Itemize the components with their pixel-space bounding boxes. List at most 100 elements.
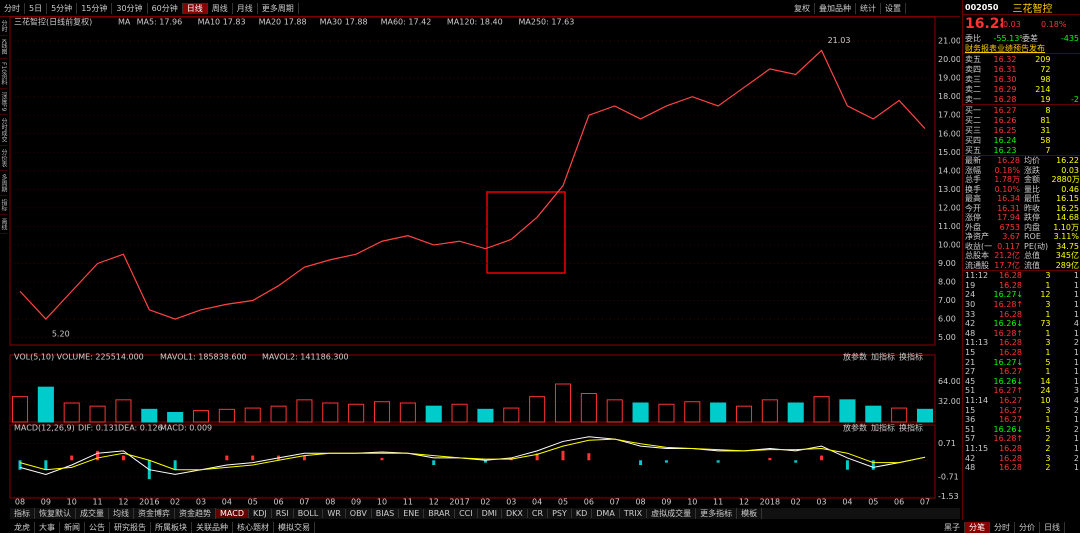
- indicator-tab[interactable]: KDJ: [249, 509, 272, 518]
- period-tab[interactable]: 5日: [25, 2, 48, 14]
- period-tab[interactable]: 5分钟: [47, 2, 78, 14]
- cell: 1.10万: [1053, 222, 1079, 232]
- side-tab[interactable]: 画线: [0, 215, 7, 235]
- side-tab[interactable]: 深度F9: [0, 89, 7, 116]
- indicator-tab[interactable]: MACD: [216, 509, 249, 518]
- period-tab[interactable]: 15分钟: [77, 2, 113, 14]
- status-tab[interactable]: 分价: [1015, 521, 1040, 533]
- period-tab[interactable]: 分时: [0, 2, 25, 14]
- row: 今开 16.31 昨收 16.25: [963, 204, 1080, 214]
- x-tick-label: 06: [273, 498, 283, 507]
- indicator-tab[interactable]: CR: [528, 509, 549, 518]
- side-tab[interactable]: 指标: [0, 196, 7, 216]
- row: 买五 16.23 7: [963, 145, 1080, 156]
- side-tab[interactable]: 多周期: [0, 171, 7, 197]
- indicator-tab[interactable]: 模板: [737, 508, 763, 519]
- period-tab[interactable]: 月线: [233, 2, 258, 14]
- indicator-tab[interactable]: ENE: [399, 509, 425, 518]
- panel-button[interactable]: 换指标: [899, 423, 923, 433]
- status-tab[interactable]: 关联品种: [192, 521, 233, 533]
- indicator-tab[interactable]: OBV: [346, 509, 372, 518]
- cell: 24: [965, 290, 976, 300]
- legend-item: MA250: 17.63: [519, 18, 575, 27]
- cell: 21: [965, 357, 976, 367]
- cell: 16.24: [993, 135, 1017, 145]
- panel-button[interactable]: 换指标: [899, 352, 923, 362]
- status-tab[interactable]: 龙虎: [10, 521, 35, 533]
- indicator-tab[interactable]: DMI: [478, 509, 503, 518]
- side-tab[interactable]: K线图: [0, 36, 7, 59]
- chart: 三花智控(日线前复权) MA MA5: 17.96 MA10 17.83 MA20 17…: [9, 16, 960, 507]
- status-tab[interactable]: 大事: [35, 521, 60, 533]
- indicator-tab[interactable]: DMA: [592, 509, 620, 518]
- status-tab[interactable]: 日线: [1040, 521, 1065, 533]
- period-tab[interactable]: 更多周期: [258, 2, 299, 14]
- indicator-tab[interactable]: WR: [323, 509, 346, 518]
- x-tick-label: 12: [429, 498, 439, 507]
- period-tab[interactable]: 30分钟: [112, 2, 148, 14]
- dea-label: DEA: 0.126: [118, 424, 163, 433]
- row: 15 16.27 3 2: [963, 405, 1080, 415]
- indicator-tab[interactable]: BRAR: [424, 509, 456, 518]
- cell: 16.28: [999, 443, 1022, 453]
- status-tab[interactable]: 公告: [85, 521, 110, 533]
- indicator-tab[interactable]: 资金趋势: [175, 508, 216, 519]
- panel-button[interactable]: 放参数: [843, 352, 867, 362]
- cell: 30: [965, 300, 976, 310]
- tool-button[interactable]: 叠加品种: [815, 2, 856, 14]
- indicator-tab[interactable]: 均线: [109, 508, 134, 519]
- panel-button[interactable]: 加指标: [871, 423, 895, 433]
- x-tick-label: 11: [92, 498, 102, 507]
- status-tab[interactable]: 黑子: [940, 521, 965, 533]
- indicator-tab[interactable]: BIAS: [372, 509, 400, 518]
- status-tab[interactable]: 分笔: [965, 521, 990, 533]
- indicator-tab[interactable]: 虚拟成交量: [647, 508, 697, 519]
- panel-button[interactable]: 放参数: [843, 423, 867, 433]
- y-tick-label: 21.00: [938, 37, 960, 46]
- tool-button[interactable]: 统计: [856, 2, 881, 14]
- period-tab[interactable]: 周线: [208, 2, 233, 14]
- indicator-tab[interactable]: 资金博弈: [134, 508, 175, 519]
- indicator-tab[interactable]: RSI: [272, 509, 294, 518]
- cell: 19: [965, 280, 976, 290]
- status-tab[interactable]: 新闻: [60, 521, 85, 533]
- row: 买三 16.25 31: [963, 125, 1080, 135]
- cell: 16.27: [999, 367, 1022, 377]
- indicator-tab[interactable]: PSY: [548, 509, 572, 518]
- cell: 1: [1073, 357, 1079, 367]
- status-tab[interactable]: 模拟交易: [274, 521, 315, 533]
- volume-bar: [296, 399, 313, 423]
- cell: 16.27↓: [993, 357, 1023, 367]
- side-tab[interactable]: 分价表: [0, 146, 7, 172]
- row: 30 16.28↑ 3 1: [963, 300, 1080, 310]
- x-tick-label: 12: [118, 498, 128, 507]
- panel-button[interactable]: 加指标: [871, 352, 895, 362]
- indicator-tab[interactable]: KD: [572, 509, 593, 518]
- indicator-tab[interactable]: TRIX: [620, 509, 648, 518]
- cell: 11:13: [965, 338, 989, 348]
- indicator-tab[interactable]: CCI: [455, 509, 478, 518]
- cell: 16.28: [999, 280, 1022, 290]
- indicator-tab[interactable]: BOLL: [294, 509, 324, 518]
- indicator-tab[interactable]: 恢复默认: [35, 508, 76, 519]
- period-tab[interactable]: 日线: [182, 2, 208, 14]
- side-tab[interactable]: F10资料: [0, 59, 7, 90]
- cell: 16.28: [999, 348, 1022, 358]
- status-tab[interactable]: 研究报告: [110, 521, 151, 533]
- x-tick-label: 2017: [449, 498, 469, 507]
- indicator-tab[interactable]: 更多指标: [696, 508, 738, 519]
- cell: 0.10%: [994, 184, 1020, 194]
- cell: 0.03: [1061, 165, 1079, 175]
- side-tab[interactable]: 分时: [0, 17, 7, 36]
- indicator-tab[interactable]: DKX: [502, 509, 528, 518]
- period-tab[interactable]: 60分钟: [148, 2, 183, 14]
- volume-bar: [115, 399, 132, 423]
- tool-button[interactable]: 设置: [881, 2, 906, 14]
- status-tab[interactable]: 核心题材: [233, 521, 274, 533]
- indicator-tab[interactable]: 指标: [10, 508, 35, 519]
- status-tab[interactable]: 分时: [990, 521, 1015, 533]
- tool-button[interactable]: 复权: [790, 2, 815, 14]
- indicator-tab[interactable]: 成交量: [76, 508, 109, 519]
- side-tab[interactable]: 分时成交: [0, 115, 7, 147]
- status-tab[interactable]: 所属板块: [151, 521, 192, 533]
